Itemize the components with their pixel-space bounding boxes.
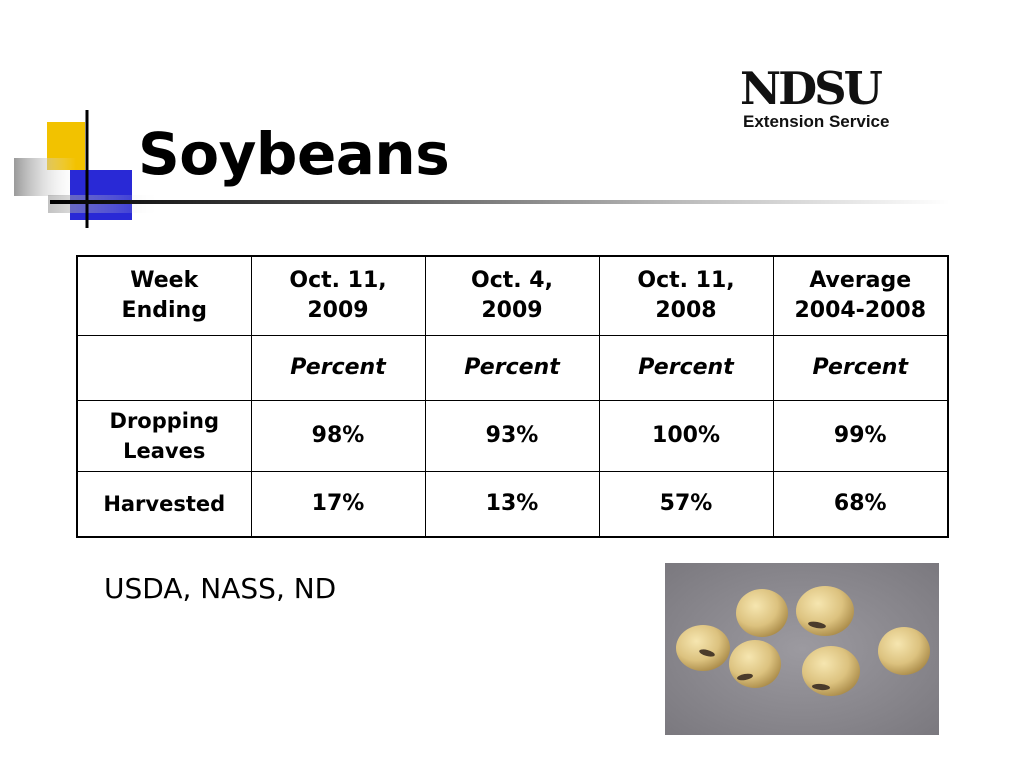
soybeans-photo bbox=[665, 563, 939, 735]
table-cell: 68% bbox=[772, 471, 949, 538]
table-row-dropping-leaves: Dropping Leaves 98% 93% 100% 99% bbox=[76, 400, 949, 472]
table-units-row: Percent Percent Percent Percent bbox=[76, 335, 949, 401]
corner-decoration-graphic bbox=[14, 110, 158, 228]
header-label: Week Ending bbox=[121, 268, 207, 323]
slide-title: Soybeans bbox=[138, 120, 450, 188]
table-row-harvested: Harvested 17% 13% 57% 68% bbox=[76, 471, 949, 538]
soybean-progress-table: Week Ending Oct. 11, 2009 Oct. 4, 2009 Oct.… bbox=[76, 255, 949, 538]
units-cell: Percent bbox=[598, 335, 774, 401]
source-citation: USDA, NASS, ND bbox=[104, 572, 337, 605]
header-cell-oct11-2008: Oct. 11, 2008 bbox=[598, 255, 774, 336]
table-cell: 17% bbox=[250, 471, 426, 538]
table-cell: 57% bbox=[598, 471, 774, 538]
table-cell: 100% bbox=[598, 400, 774, 472]
units-cell: Percent bbox=[424, 335, 600, 401]
header-label: Average 2004-2008 bbox=[794, 268, 927, 323]
header-label: Oct. 11, 2009 bbox=[289, 268, 387, 323]
units-cell-empty bbox=[76, 335, 252, 401]
units-cell: Percent bbox=[772, 335, 949, 401]
header-cell-oct4-2009: Oct. 4, 2009 bbox=[424, 255, 600, 336]
row-label: Harvested bbox=[76, 471, 252, 538]
header-cell-oct11-2009: Oct. 11, 2009 bbox=[250, 255, 426, 336]
row-label: Dropping Leaves bbox=[76, 400, 252, 472]
header-label: Oct. 4, 2009 bbox=[471, 268, 553, 323]
title-underline bbox=[50, 200, 950, 204]
table-cell: 93% bbox=[424, 400, 600, 472]
ndsu-logo: NDSU Extension Service bbox=[740, 66, 900, 132]
table-cell: 13% bbox=[424, 471, 600, 538]
header-label: Oct. 11, 2008 bbox=[637, 268, 735, 323]
logo-main-text: NDSU bbox=[740, 62, 883, 115]
row-label-text: Dropping Leaves bbox=[109, 409, 219, 463]
table-header-row: Week Ending Oct. 11, 2009 Oct. 4, 2009 Oct.… bbox=[76, 255, 949, 336]
logo-sub-text: Extension Service bbox=[743, 112, 890, 131]
header-cell-week-ending: Week Ending bbox=[76, 255, 252, 336]
table-cell: 99% bbox=[772, 400, 949, 472]
header-cell-average: Average 2004-2008 bbox=[772, 255, 949, 336]
table-cell: 98% bbox=[250, 400, 426, 472]
units-cell: Percent bbox=[250, 335, 426, 401]
